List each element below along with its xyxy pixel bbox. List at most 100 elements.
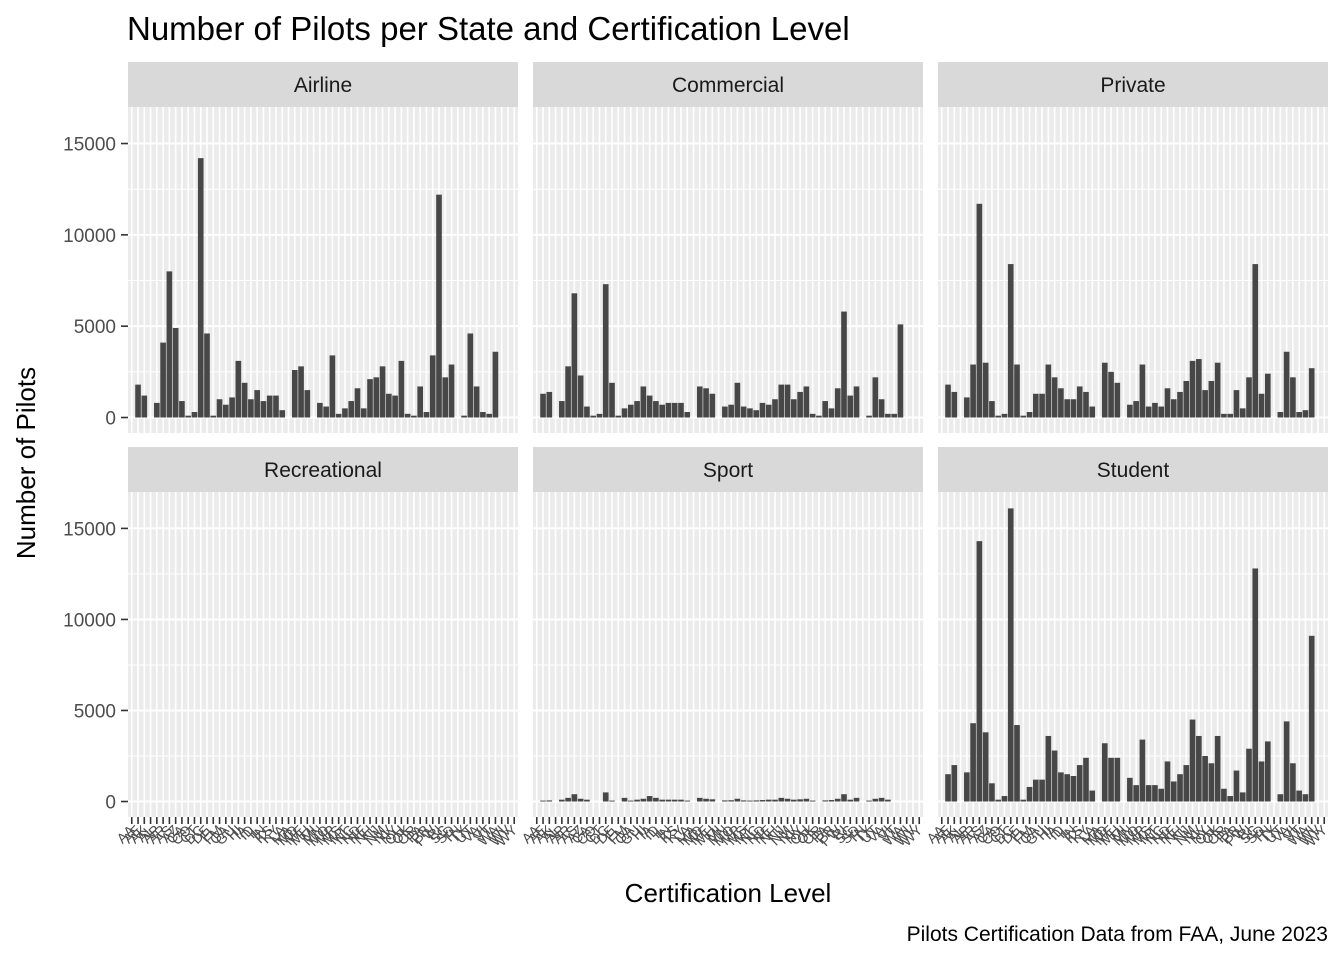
bar-commercial-pr (828, 408, 835, 418)
bar-airline-ut (467, 333, 474, 418)
facet-private: Private (938, 62, 1328, 433)
bar-commercial-nc (753, 410, 760, 418)
bar-airline-md (291, 370, 298, 418)
bar-private-nj (1183, 380, 1190, 418)
facet-strip-label: Airline (294, 74, 352, 97)
bar-sport-as (571, 794, 578, 802)
y-tick-label: 15000 (63, 135, 116, 156)
bar-student-vt (1296, 790, 1302, 802)
y-tick-label: 5000 (74, 701, 116, 722)
bar-commercial-nh (772, 399, 778, 418)
bar-student-la (1089, 790, 1096, 802)
bar-private-mh (1114, 382, 1121, 418)
facet-strip (533, 62, 923, 107)
bar-airline-vt (486, 413, 492, 418)
bar-airline-ct (191, 412, 198, 418)
chart-title: Number of Pilots per State and Certifica… (127, 10, 850, 47)
bar-student-mt (1152, 785, 1158, 802)
bar-private-vi (1290, 377, 1296, 418)
facet-commercial: Commercial (533, 62, 923, 433)
bar-student-fm (1026, 786, 1033, 802)
bar-sport-ny (797, 799, 803, 802)
bar-commercial-ak (546, 391, 553, 418)
bar-sport-pr (828, 800, 835, 802)
bar-student-ks (1076, 765, 1083, 802)
bar-commercial-oh (803, 386, 810, 418)
bar-student-vi (1290, 763, 1296, 802)
bar-student-nd (1164, 761, 1171, 802)
bar-student-ca (989, 783, 995, 802)
bar-commercial-fm (621, 408, 628, 418)
bar-private-fl (1020, 415, 1027, 418)
bar-airline-mn (317, 402, 323, 418)
bar-commercial-la (684, 412, 691, 418)
bar-student-ri (1246, 748, 1252, 802)
bar-commercial-hi (640, 386, 647, 418)
bar-student-in (1070, 776, 1077, 802)
bar-airline-dc (197, 158, 204, 418)
bar-airline-ar (160, 342, 166, 418)
bar-student-co (995, 799, 1002, 802)
facet-recreational: RecreationalAAAEAKALAPARASAZCACOCTDCDEFL… (63, 447, 521, 849)
bar-private-fm (1026, 412, 1033, 418)
bar-private-ut (1277, 412, 1284, 418)
facet-airline: Airline 0 5000 10000 15000 (63, 62, 518, 433)
bar-sport-az (577, 798, 584, 802)
bar-sport-mp (734, 798, 741, 802)
panel-background (938, 107, 1328, 433)
bar-sport-ap (559, 799, 565, 802)
bar-airline-ky (273, 395, 279, 418)
bar-commercial-co (590, 415, 597, 418)
y-tick-label: 10000 (63, 610, 116, 631)
bar-student-id (1058, 772, 1064, 802)
bar-private-mn (1127, 404, 1133, 418)
bar-airline-pa (417, 386, 424, 418)
bar-sport-de (609, 800, 615, 802)
bar-sport-mt (747, 800, 753, 802)
bar-sport-sd (853, 797, 860, 802)
bar-commercial-mn (722, 406, 728, 418)
bar-commercial-az (577, 375, 584, 418)
bar-airline-ae (135, 384, 141, 418)
bar-commercial-nd (759, 402, 766, 418)
bar-airline-ks (266, 395, 273, 418)
bar-private-me (1108, 371, 1114, 418)
bar-student-nh (1177, 774, 1183, 802)
facet-strip (938, 447, 1328, 492)
bar-commercial-ok (809, 413, 816, 418)
bar-commercial-dc (602, 284, 609, 418)
bar-airline-nj (373, 377, 380, 418)
bar-airline-hi (235, 360, 242, 418)
bar-commercial-mh (709, 393, 716, 418)
bar-commercial-ky (678, 402, 684, 418)
bar-student-ap (964, 772, 970, 802)
facet-strip-label: Commercial (672, 74, 784, 97)
bar-airline-or (411, 415, 417, 418)
bar-private-id (1058, 388, 1064, 418)
bar-airline-ga (222, 404, 229, 418)
bar-student-ct (1001, 796, 1008, 802)
bar-private-ne (1170, 399, 1177, 418)
bar-airline-tx (461, 415, 467, 418)
bar-sport-ms (740, 800, 747, 802)
bar-airline-ca (179, 401, 185, 418)
bar-airline-fm (216, 399, 223, 418)
bar-commercial-id (653, 401, 659, 418)
bar-airline-pr (423, 412, 430, 418)
bar-private-ia (1051, 377, 1058, 418)
bar-commercial-nj (778, 384, 785, 418)
bar-sport-md (696, 797, 703, 802)
bar-private-pr (1233, 390, 1240, 418)
bar-private-md (1101, 362, 1108, 418)
bar-student-fl (1020, 799, 1027, 802)
bar-sport-vi (885, 799, 891, 802)
bar-airline-ok (404, 413, 411, 418)
bar-commercial-md (696, 386, 703, 418)
bar-student-nm (1189, 719, 1196, 802)
facet-student: StudentAAAEAKALAPARASAZCACOCTDCDEFLFMGAG… (923, 447, 1331, 849)
bar-student-va (1283, 721, 1290, 802)
bar-airline-az (172, 328, 179, 418)
x-axis-title: Certification Level (625, 878, 832, 908)
bar-student-md (1101, 743, 1108, 802)
bar-private-nc (1158, 406, 1165, 418)
